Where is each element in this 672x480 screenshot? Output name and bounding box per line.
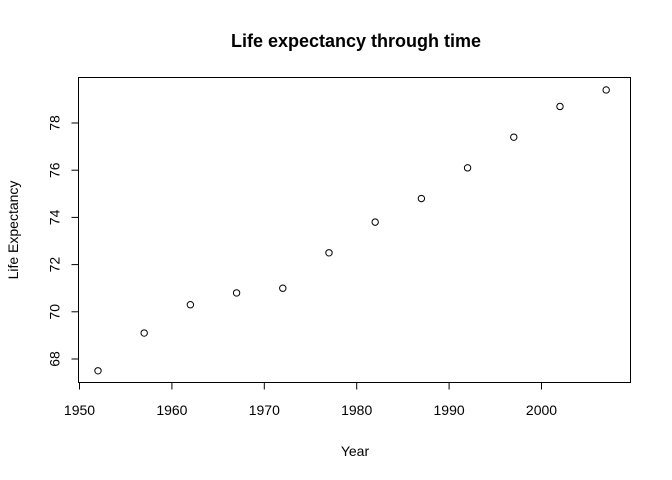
data-point <box>186 301 195 309</box>
data-point <box>417 194 426 203</box>
chart-title: Life expectancy through time <box>231 31 481 51</box>
data-point <box>140 329 148 337</box>
data-point <box>94 367 102 375</box>
y-tick-label: 68 <box>47 351 63 367</box>
data-point <box>325 249 333 257</box>
y-axis-label: Life Expectancy <box>5 181 21 280</box>
y-tick-label: 74 <box>47 209 63 225</box>
y-tick-label: 76 <box>47 162 63 178</box>
x-axis-label: Year <box>341 443 370 459</box>
data-point <box>279 284 287 292</box>
plot-frame <box>78 77 631 383</box>
data-point <box>232 289 241 297</box>
x-tick-label: 2000 <box>526 402 557 418</box>
x-tick-label: 1960 <box>156 402 187 418</box>
x-tick-label: 1980 <box>341 402 372 418</box>
y-tick-label: 72 <box>47 257 63 273</box>
data-point <box>556 102 564 111</box>
y-axis: 68 70 72 74 76 78 <box>47 115 79 367</box>
data-point <box>463 164 472 172</box>
data-points <box>94 86 610 375</box>
x-axis: 1950 1960 1970 1980 1990 2000 <box>64 382 557 418</box>
y-tick-label: 70 <box>47 304 63 320</box>
y-tick-label: 78 <box>47 115 63 131</box>
data-point <box>371 218 379 226</box>
x-tick-label: 1970 <box>249 402 280 418</box>
data-point <box>510 133 518 141</box>
x-tick-label: 1990 <box>434 402 465 418</box>
data-point <box>602 86 610 94</box>
x-tick-label: 1950 <box>64 402 95 418</box>
